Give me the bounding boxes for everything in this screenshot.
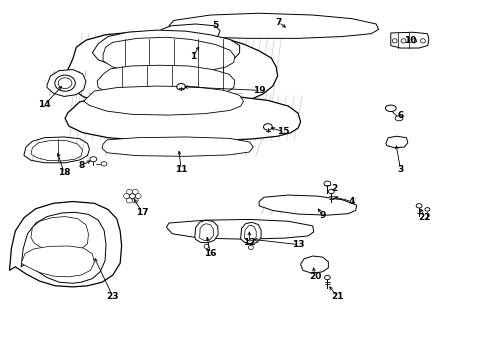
Text: 17: 17 [136,208,148,217]
Polygon shape [97,65,234,101]
Ellipse shape [248,245,253,249]
Polygon shape [9,202,122,287]
Text: 15: 15 [277,127,289,136]
Polygon shape [157,24,220,41]
Polygon shape [199,224,213,240]
Text: 14: 14 [38,100,51,109]
Ellipse shape [385,105,395,112]
Text: 1: 1 [190,52,196,61]
Text: 18: 18 [58,168,70,177]
Text: 19: 19 [252,86,265,95]
Polygon shape [166,220,313,239]
Ellipse shape [411,39,416,43]
Ellipse shape [55,75,75,91]
Polygon shape [390,32,428,48]
Polygon shape [47,69,86,96]
Text: 7: 7 [275,18,281,27]
Ellipse shape [176,84,185,90]
Ellipse shape [126,189,132,194]
Polygon shape [31,140,82,161]
Polygon shape [24,137,89,163]
Text: 12: 12 [243,238,255,247]
Ellipse shape [420,39,425,43]
Ellipse shape [400,39,405,43]
Text: 8: 8 [78,161,84,170]
Ellipse shape [391,39,396,43]
Ellipse shape [135,194,141,199]
Polygon shape [102,137,253,156]
Polygon shape [240,222,261,244]
Ellipse shape [123,194,129,199]
Polygon shape [244,225,256,241]
Polygon shape [103,37,234,73]
Text: 13: 13 [291,240,304,249]
Ellipse shape [58,78,72,89]
Ellipse shape [90,157,97,162]
Ellipse shape [101,162,107,166]
Text: 10: 10 [403,36,416,45]
Text: 2: 2 [331,184,337,193]
Polygon shape [194,220,218,243]
Ellipse shape [324,275,330,280]
Ellipse shape [328,189,333,194]
Text: 4: 4 [348,197,354,206]
Polygon shape [385,136,407,148]
Ellipse shape [126,198,132,203]
Polygon shape [21,246,94,277]
Text: 16: 16 [203,249,216,258]
Ellipse shape [203,244,208,248]
Polygon shape [92,30,239,68]
Ellipse shape [263,124,272,130]
Polygon shape [31,217,88,252]
Text: 9: 9 [319,211,325,220]
Polygon shape [66,32,277,109]
Polygon shape [259,195,356,215]
Ellipse shape [424,208,429,211]
Polygon shape [83,86,243,115]
Text: 21: 21 [330,292,343,301]
Ellipse shape [132,189,138,194]
Ellipse shape [132,198,138,203]
Polygon shape [65,95,300,141]
Polygon shape [300,256,328,273]
Ellipse shape [394,116,402,121]
Ellipse shape [324,181,330,186]
Ellipse shape [415,204,421,208]
Text: 5: 5 [212,21,218,30]
Text: 23: 23 [106,292,119,301]
Text: 20: 20 [308,272,321,281]
Text: 3: 3 [397,165,403,174]
Text: 11: 11 [175,165,187,174]
Polygon shape [168,13,378,39]
Polygon shape [21,212,106,283]
Ellipse shape [129,194,135,198]
Text: 6: 6 [397,111,403,120]
Text: 22: 22 [418,213,430,222]
